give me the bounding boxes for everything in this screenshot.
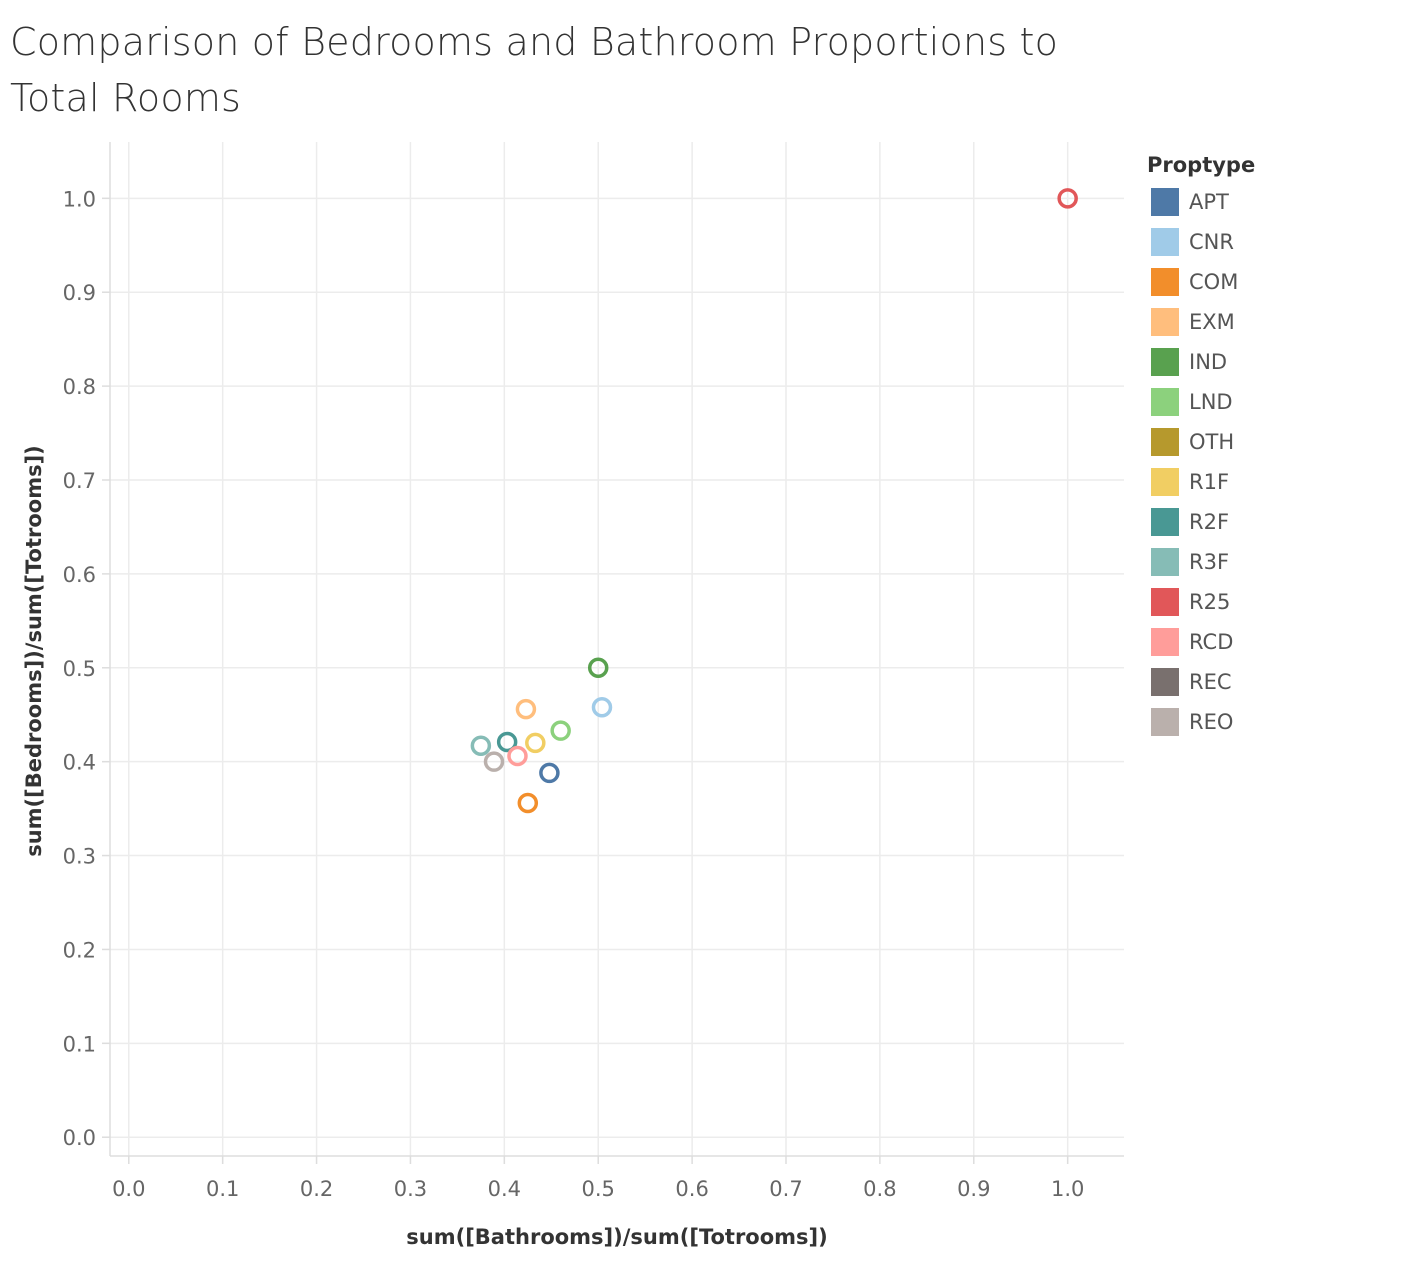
- legend-swatch: [1151, 628, 1179, 656]
- legend-title: Proptype: [1147, 153, 1256, 177]
- legend-label: R1F: [1189, 470, 1230, 494]
- legend-item-cnr[interactable]: CNR: [1147, 222, 1407, 262]
- legend-swatch: [1151, 468, 1179, 496]
- x-tick-label: 0.0: [112, 1177, 145, 1201]
- legend-label: OTH: [1189, 430, 1235, 454]
- legend-swatch: [1151, 548, 1179, 576]
- scatter-point-com[interactable]: [517, 792, 539, 814]
- legend-label: EXM: [1189, 310, 1235, 334]
- y-tick-label: 0.7: [63, 469, 96, 493]
- legend-label: CNR: [1189, 230, 1234, 254]
- legend-items: APT CNR COM EXM IND LND OTH R1F R2F R3F R25 RCD REC R…: [1147, 182, 1407, 742]
- legend-label: R3F: [1189, 550, 1230, 574]
- legend-swatch: [1151, 588, 1179, 616]
- x-axis-ticks: 0.0 0.1 0.2 0.3 0.4 0.5 0.6 0.7 0.8 0.9 1.0: [112, 1177, 1084, 1201]
- legend-swatch: [1151, 428, 1179, 456]
- y-tick-label: 0.6: [63, 563, 96, 587]
- legend-item-rec[interactable]: REC: [1147, 662, 1407, 702]
- x-tick-label: 0.8: [863, 1177, 896, 1201]
- scatter-point-r1f[interactable]: [525, 732, 546, 754]
- legend-swatch: [1151, 388, 1179, 416]
- axes: [102, 142, 1124, 1164]
- y-tick-label: 0.3: [63, 845, 96, 869]
- scatter-point-r2f[interactable]: [496, 731, 518, 753]
- legend-item-ind[interactable]: IND: [1147, 342, 1407, 382]
- y-tick-label: 1.0: [63, 187, 96, 211]
- legend-swatch: [1151, 708, 1179, 736]
- legend-item-rcd[interactable]: RCD: [1147, 622, 1407, 662]
- legend-item-com[interactable]: COM: [1147, 262, 1407, 302]
- y-tick-label: 0.2: [63, 938, 96, 962]
- legend-swatch: [1151, 308, 1179, 336]
- scatter-point-cnr[interactable]: [591, 696, 613, 718]
- legend: Proptype APT CNR COM EXM IND LND OTH R1F R2F R3F R…: [1147, 150, 1407, 742]
- legend-item-apt[interactable]: APT: [1147, 182, 1407, 222]
- legend-item-exm[interactable]: EXM: [1147, 302, 1407, 342]
- legend-item-r1f[interactable]: R1F: [1147, 462, 1407, 502]
- legend-label: R2F: [1189, 510, 1230, 534]
- legend-item-oth[interactable]: OTH: [1147, 422, 1407, 462]
- data-points: [470, 188, 1078, 814]
- y-tick-label: 0.9: [63, 281, 96, 305]
- y-axis-ticks: 0.0 0.1 0.2 0.3 0.4 0.5 0.6 0.7 0.8 0.9 1.0: [63, 187, 96, 1150]
- x-tick-label: 0.7: [769, 1177, 802, 1201]
- legend-swatch: [1151, 668, 1179, 696]
- legend-label: IND: [1189, 350, 1228, 374]
- x-tick-label: 0.4: [488, 1177, 521, 1201]
- x-axis-title: sum([Bathrooms])/sum([Totrooms]): [406, 1225, 827, 1249]
- x-tick-label: 0.6: [675, 1177, 708, 1201]
- legend-swatch: [1151, 508, 1179, 536]
- x-tick-label: 1.0: [1051, 1177, 1084, 1201]
- legend-label: REC: [1189, 670, 1232, 694]
- legend-label: RCD: [1189, 630, 1234, 654]
- legend-swatch: [1151, 188, 1179, 216]
- legend-item-r3f[interactable]: R3F: [1147, 542, 1407, 582]
- y-tick-label: 0.5: [63, 657, 96, 681]
- x-tick-label: 0.5: [582, 1177, 615, 1201]
- y-axis-title: sum([Bedrooms])/sum([Totrooms]): [22, 445, 46, 857]
- gridlines: [110, 142, 1124, 1156]
- x-tick-label: 0.9: [957, 1177, 990, 1201]
- scatter-point-apt[interactable]: [539, 762, 560, 784]
- x-tick-label: 0.2: [300, 1177, 333, 1201]
- legend-item-r25[interactable]: R25: [1147, 582, 1407, 622]
- scatter-point-r3f[interactable]: [470, 735, 492, 756]
- scatter-point-exm[interactable]: [515, 698, 537, 720]
- y-tick-label: 0.8: [63, 375, 96, 399]
- legend-label: R25: [1189, 590, 1231, 614]
- x-tick-label: 0.3: [394, 1177, 427, 1201]
- legend-label: COM: [1189, 270, 1239, 294]
- scatter-point-r25[interactable]: [1057, 188, 1078, 209]
- legend-item-reo[interactable]: REO: [1147, 702, 1407, 742]
- scatter-point-rcd[interactable]: [507, 745, 528, 767]
- chart-title: Comparison of Bedrooms and Bathroom Prop…: [10, 20, 1059, 120]
- legend-swatch: [1151, 348, 1179, 376]
- legend-label: REO: [1189, 710, 1234, 734]
- legend-label: LND: [1189, 390, 1233, 414]
- scatter-point-ind[interactable]: [587, 657, 609, 679]
- scatter-point-lnd[interactable]: [550, 720, 571, 741]
- x-tick-label: 0.1: [206, 1177, 239, 1201]
- y-tick-label: 0.1: [63, 1032, 96, 1056]
- legend-item-lnd[interactable]: LND: [1147, 382, 1407, 422]
- legend-label: APT: [1189, 190, 1229, 214]
- legend-swatch: [1151, 228, 1179, 256]
- y-tick-label: 0.4: [63, 751, 96, 775]
- legend-item-r2f[interactable]: R2F: [1147, 502, 1407, 542]
- y-tick-label: 0.0: [63, 1126, 96, 1150]
- legend-swatch: [1151, 268, 1179, 296]
- scatter-point-reo[interactable]: [483, 751, 505, 772]
